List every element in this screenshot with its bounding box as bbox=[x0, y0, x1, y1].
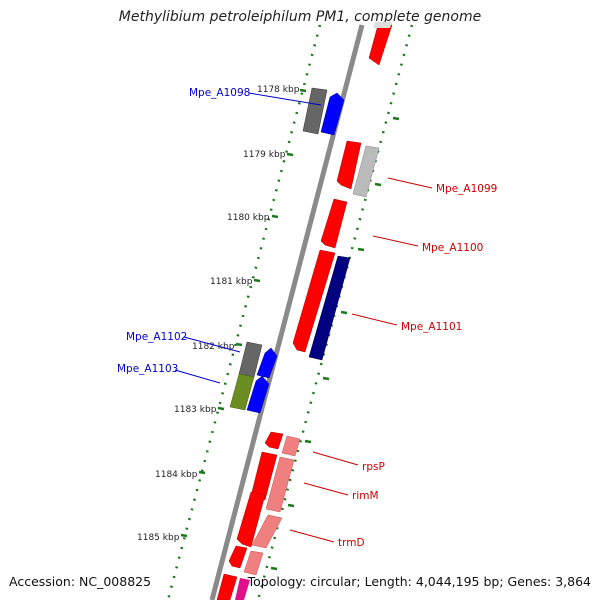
kbp-tick-label: 1183 kbp bbox=[174, 405, 217, 415]
gene-arrow-top-red[interactable] bbox=[368, 24, 393, 66]
kbp-tick: 1183 kbp bbox=[174, 405, 225, 415]
gene-features bbox=[216, 22, 393, 600]
topology-text: Topology: circular; Length: 4,044,195 bp… bbox=[247, 574, 591, 589]
gene-arrow-red[interactable] bbox=[292, 249, 336, 353]
gene-label-mpe-a1098[interactable]: Mpe_A1098 bbox=[189, 87, 250, 99]
gene-label-mpe-a1102[interactable]: Mpe_A1102 bbox=[126, 331, 187, 343]
kbp-tick-label: 1180 kbp bbox=[227, 213, 270, 223]
gene-block-pink[interactable] bbox=[281, 435, 301, 457]
kbp-tick-label: 1184 kbp bbox=[155, 470, 198, 480]
gene-arrow-red[interactable] bbox=[336, 140, 362, 190]
gene-arrow-red[interactable] bbox=[320, 198, 348, 249]
kbp-tick: 1178 kbp bbox=[257, 85, 307, 95]
gene-label-rimm[interactable]: rimM bbox=[352, 490, 379, 502]
kbp-tick-label: 1179 kbp bbox=[243, 150, 286, 160]
gene-block-pink[interactable] bbox=[265, 456, 295, 513]
kbp-tick-label: 1178 kbp bbox=[257, 85, 300, 95]
gene-arrow-blue[interactable] bbox=[246, 375, 270, 414]
gene-block-top-gray bbox=[373, 22, 392, 28]
gene-block-lightgray[interactable] bbox=[352, 145, 380, 198]
gene-labels: Mpe_A1098 Mpe_A1099 Mpe_A1100 Mpe_A1101 … bbox=[117, 87, 497, 549]
map-title: Methylibium petroleiphilum PM1, complete… bbox=[118, 9, 482, 25]
gene-block-pink[interactable] bbox=[243, 550, 264, 576]
kbp-tick: 1180 kbp bbox=[227, 213, 279, 223]
accession-text: Accession: NC_008825 bbox=[9, 574, 152, 589]
gene-arrow-red[interactable] bbox=[228, 545, 248, 569]
gene-arrow-red[interactable] bbox=[236, 491, 266, 548]
inner-dotted-ring bbox=[166, 24, 322, 600]
kbp-tick: 1182 kbp bbox=[192, 342, 243, 352]
gene-label-mpe-a1103[interactable]: Mpe_A1103 bbox=[117, 363, 178, 375]
kbp-tick: 1185 kbp bbox=[137, 533, 188, 543]
gene-block-magenta[interactable] bbox=[235, 578, 250, 600]
kbp-tick-group: 1178 kbp 1179 kbp 1180 kbp 1181 kbp 1182… bbox=[137, 85, 400, 571]
kbp-tick-label: 1181 kbp bbox=[210, 277, 253, 287]
gene-label-mpe-a1100[interactable]: Mpe_A1100 bbox=[422, 242, 483, 254]
gene-block-red[interactable] bbox=[216, 573, 238, 600]
gene-block-navy[interactable] bbox=[308, 255, 351, 361]
gene-label-mpe-a1099[interactable]: Mpe_A1099 bbox=[436, 183, 497, 195]
gene-label-mpe-a1101[interactable]: Mpe_A1101 bbox=[401, 321, 462, 333]
gene-arrow-blue[interactable] bbox=[256, 347, 278, 379]
gene-label-lines bbox=[174, 92, 433, 543]
kbp-tick: 1179 kbp bbox=[243, 150, 294, 160]
gene-label-trmd[interactable]: trmD bbox=[338, 537, 365, 549]
kbp-tick-label: 1185 kbp bbox=[137, 533, 180, 543]
gene-block-pink[interactable] bbox=[251, 514, 283, 549]
kbp-tick: 1181 kbp bbox=[210, 277, 261, 287]
kbp-tick: 1184 kbp bbox=[155, 470, 206, 480]
gene-arrow-blue[interactable] bbox=[320, 92, 345, 136]
gene-arrow-red[interactable] bbox=[264, 431, 284, 450]
kbp-tick-label: 1182 kbp bbox=[192, 342, 235, 352]
gene-block-gray[interactable] bbox=[302, 87, 328, 135]
gene-label-rpsp[interactable]: rpsP bbox=[362, 461, 385, 473]
gene-block-olive[interactable] bbox=[229, 373, 255, 411]
